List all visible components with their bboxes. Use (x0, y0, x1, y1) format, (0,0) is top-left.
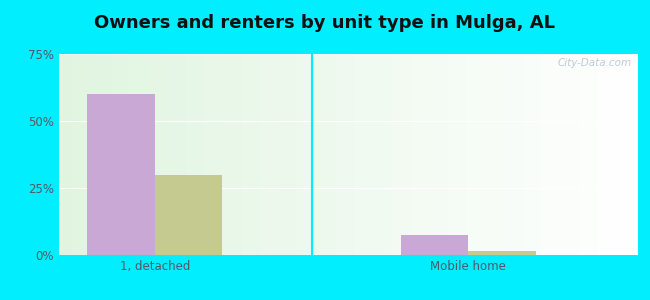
Text: City-Data.com: City-Data.com (557, 58, 631, 68)
Text: Owners and renters by unit type in Mulga, AL: Owners and renters by unit type in Mulga… (94, 14, 556, 32)
Bar (87, 94, 155, 255)
Bar (468, 251, 536, 255)
Bar (155, 175, 222, 255)
Bar (401, 235, 468, 255)
